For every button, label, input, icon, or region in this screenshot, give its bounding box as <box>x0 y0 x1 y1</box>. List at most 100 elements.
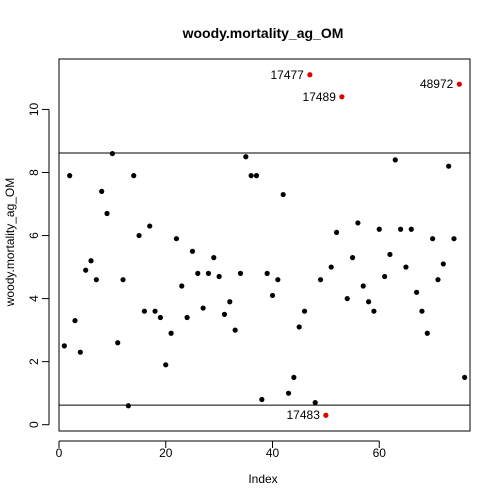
data-point <box>104 210 110 217</box>
outlier-point <box>307 72 313 78</box>
data-point <box>147 223 153 229</box>
data-point <box>168 330 174 336</box>
data-point <box>440 261 446 267</box>
data-points <box>61 72 468 418</box>
data-point <box>163 362 169 368</box>
data-point <box>253 173 260 179</box>
y-tick-label: 4 <box>27 295 41 302</box>
data-point <box>211 255 217 261</box>
data-point <box>451 236 457 242</box>
data-point <box>419 308 425 314</box>
data-point <box>67 173 73 179</box>
x-tick-label: 20 <box>159 446 173 460</box>
data-point <box>446 163 452 169</box>
data-point <box>371 308 377 314</box>
data-point <box>109 150 115 157</box>
x-axis: 0 20 40 60 <box>56 440 387 460</box>
x-tick-label: 60 <box>373 446 387 460</box>
y-axis-label: woody.mortality_ag_OM <box>3 178 17 308</box>
data-point <box>221 311 228 317</box>
data-point <box>189 248 196 254</box>
data-point <box>136 232 142 239</box>
data-point <box>77 349 83 355</box>
data-point <box>216 273 222 280</box>
x-axis-label: Index <box>248 472 277 486</box>
data-point <box>264 270 270 276</box>
outlier-point <box>323 412 329 418</box>
chart-title: woody.mortality_ag_OM <box>182 25 344 41</box>
x-tick-label: 40 <box>266 446 280 460</box>
outlier-label: 17489 <box>303 90 337 104</box>
data-point <box>269 292 276 299</box>
y-tick-label: 0 <box>27 421 41 428</box>
outlier-point <box>339 94 345 100</box>
data-point <box>227 299 233 305</box>
data-point <box>243 154 249 160</box>
data-point <box>237 270 244 276</box>
outlier-labels: 17477 17489 48972 17483 <box>270 68 453 422</box>
x-tick-label: 0 <box>56 446 63 460</box>
data-point <box>291 374 297 381</box>
data-point <box>157 314 164 321</box>
outlier-label: 48972 <box>420 77 454 91</box>
data-point <box>403 264 409 270</box>
data-point <box>275 277 281 283</box>
data-point <box>387 251 393 258</box>
data-point <box>93 277 99 283</box>
outlier-label: 17477 <box>270 68 304 82</box>
data-point <box>376 226 382 232</box>
data-point <box>301 308 308 314</box>
data-point <box>72 318 78 324</box>
data-point <box>232 327 238 333</box>
data-point <box>248 173 254 179</box>
data-point <box>88 258 94 264</box>
data-point <box>414 289 420 295</box>
data-point <box>344 295 350 302</box>
y-tick-label: 6 <box>27 232 41 239</box>
data-point <box>152 308 158 314</box>
data-point <box>205 270 212 276</box>
y-tick-label: 2 <box>27 358 41 365</box>
data-point <box>115 340 121 346</box>
data-point <box>200 305 206 311</box>
data-point <box>381 273 388 280</box>
data-point <box>99 188 105 195</box>
data-point <box>280 191 286 198</box>
data-point <box>296 324 302 330</box>
data-point <box>141 308 148 314</box>
data-point <box>125 403 131 409</box>
y-tick-label: 10 <box>27 102 41 116</box>
data-point <box>173 236 180 242</box>
data-point <box>355 220 361 226</box>
data-point <box>259 396 265 403</box>
data-point <box>333 229 340 235</box>
data-point <box>360 283 366 289</box>
data-point <box>462 374 468 381</box>
data-point <box>328 264 334 270</box>
data-point <box>184 314 190 321</box>
data-point <box>61 343 67 349</box>
data-point <box>424 330 430 336</box>
data-point <box>195 270 201 276</box>
outlier-point <box>456 81 462 87</box>
data-point <box>349 255 356 261</box>
data-point <box>83 267 89 273</box>
y-axis: 0 2 4 6 8 10 <box>27 102 50 428</box>
data-point <box>312 400 318 406</box>
data-point <box>131 173 137 179</box>
data-point <box>398 226 404 232</box>
plot-frame <box>58 58 471 432</box>
data-point <box>408 226 414 232</box>
data-point <box>317 277 324 283</box>
data-point <box>285 390 292 396</box>
y-tick-label: 8 <box>27 169 41 176</box>
data-point <box>365 299 372 305</box>
data-point <box>392 157 398 163</box>
data-point <box>430 236 436 242</box>
outlier-label: 17483 <box>287 408 321 422</box>
data-point <box>120 277 126 283</box>
data-point <box>435 277 441 283</box>
data-point <box>179 283 185 289</box>
